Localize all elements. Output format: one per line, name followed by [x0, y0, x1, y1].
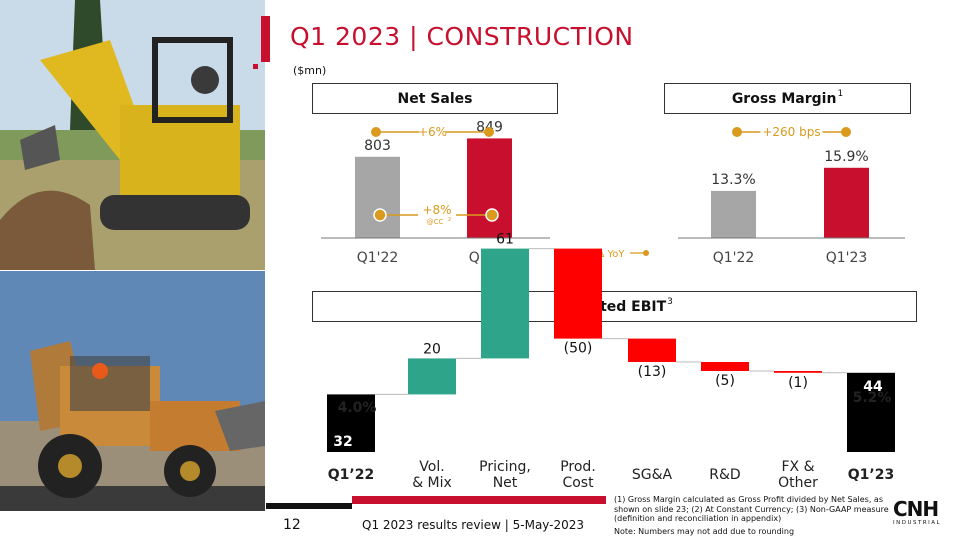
ebit-bar-4 — [628, 338, 676, 362]
ebit-value-5: (5) — [715, 373, 735, 389]
mini-excavator-photo — [0, 0, 265, 270]
ebit-margin-start: 4.0% — [338, 400, 377, 416]
gross-margin-value-0: 13.3% — [711, 172, 755, 188]
net-sales-title: Net Sales — [397, 90, 473, 107]
logo-subtext: INDUSTRIAL — [893, 520, 942, 526]
backhoe-loader-photo — [0, 271, 265, 511]
accent-bar-top — [261, 16, 270, 62]
ebit-category-3-line-0: Prod. — [560, 459, 596, 475]
ebit-bar-3 — [554, 248, 602, 339]
gross-margin-bar-0 — [711, 190, 756, 238]
net-sales-cc-dot-left — [373, 208, 387, 222]
accent-dot — [253, 64, 258, 69]
ebit-category-4-line-0: SG&A — [632, 467, 673, 483]
ebit-footnote-ref: 3 — [667, 296, 673, 307]
net-sales-cc-label: +8% — [422, 203, 451, 217]
net-sales-cc-footnote-ref: 2 — [448, 217, 451, 223]
accent-bar-black — [266, 503, 352, 509]
ebit-bar-6 — [774, 371, 822, 373]
ebit-value-7: 44 — [863, 379, 883, 395]
yoy-legend-label-bg — [593, 246, 630, 260]
gross-margin-change-label: +260 bps — [762, 125, 820, 139]
logo-text: CNH — [893, 497, 939, 521]
net-sales-bar-1 — [467, 138, 512, 238]
net-sales-bar-0 — [355, 156, 400, 238]
net-sales-change-dot-right — [484, 127, 494, 137]
gross-margin-value-1: 15.9% — [824, 149, 868, 165]
ebit-bar-2 — [481, 248, 529, 359]
ebit-title-box: Adjusted EBIT 3 — [312, 291, 917, 322]
net-sales-title-box: Net Sales — [312, 83, 558, 114]
net-sales-cc-sublabel: @CC — [427, 218, 444, 226]
ebit-category-2-line-1: Net — [493, 475, 518, 491]
footer-text: Q1 2023 results review | 5-May-2023 — [362, 518, 585, 532]
yoy-legend-label: Δ YoY — [597, 249, 625, 260]
ebit-bar-7 — [847, 372, 895, 452]
net-sales-cc-label-bg — [418, 202, 456, 228]
ebit-bar-0 — [327, 394, 375, 452]
ebit-category-5-line-0: R&D — [709, 467, 740, 483]
gross-margin-title-box: Gross Margin 1 — [664, 83, 911, 114]
ebit-value-2: 61 — [496, 232, 514, 248]
net-sales-value-0: 803 — [364, 138, 391, 154]
ebit-value-3: (50) — [564, 341, 593, 357]
ebit-category-3-line-1: Cost — [562, 475, 594, 491]
gross-margin-category-1: Q1'23 — [826, 250, 868, 266]
net-sales-cc-dot-right — [485, 208, 499, 222]
net-sales-change-dot-left — [371, 127, 381, 137]
gross-margin-footnote-ref: 1 — [837, 88, 844, 99]
gross-margin-change-label-bg — [760, 124, 823, 140]
accent-bar-bottom — [352, 496, 606, 504]
ebit-value-6: (1) — [788, 375, 808, 391]
ebit-margin-end: 5.2% — [853, 390, 892, 406]
ebit-category-6-line-1: Other — [778, 475, 818, 491]
rounding-note: Note: Numbers may not add due to roundin… — [614, 527, 795, 536]
net-sales-change-label: +6% — [418, 125, 447, 139]
cnh-logo: CNH INDUSTRIAL — [893, 498, 948, 526]
ebit-value-0: 32 — [333, 434, 352, 450]
page-number: 12 — [283, 517, 301, 533]
ebit-category-0-line-0: Q1’22 — [328, 467, 374, 483]
gross-margin-bar-1 — [824, 167, 869, 238]
ebit-category-1-line-0: Vol. — [419, 459, 444, 475]
ebit-value-1: 20 — [423, 341, 441, 357]
net-sales-change-label-bg — [419, 124, 446, 140]
ebit-bar-5 — [701, 362, 749, 371]
page-title: Q1 2023 | CONSTRUCTION — [290, 22, 634, 51]
gross-margin-category-0: Q1'22 — [713, 250, 755, 266]
footnotes: (1) Gross Margin calculated as Gross Pro… — [614, 495, 889, 523]
ebit-category-7-line-0: Q1’23 — [848, 467, 894, 483]
gross-margin-title: Gross Margin — [731, 90, 837, 107]
gross-margin-change-dot-left — [732, 127, 742, 137]
yoy-legend-dot-right — [643, 250, 649, 256]
gross-margin-change-dot-right — [841, 127, 851, 137]
ebit-category-6-line-0: FX & — [781, 459, 814, 475]
net-sales-category-0: Q1'22 — [357, 250, 399, 266]
ebit-value-4: (13) — [638, 364, 667, 380]
ebit-category-1-line-1: & Mix — [412, 475, 452, 491]
ebit-category-2-line-0: Pricing, — [479, 459, 531, 475]
unit-label: ($mn) — [293, 64, 327, 77]
ebit-bar-1 — [408, 358, 456, 395]
